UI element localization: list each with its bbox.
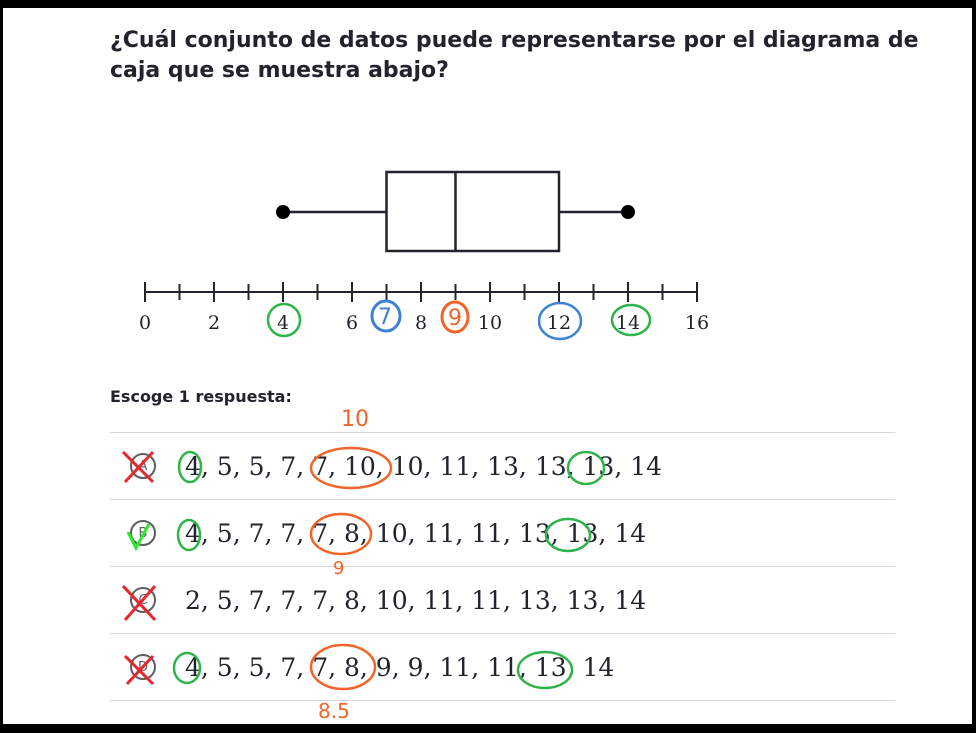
choice-a-note: 10: [341, 407, 369, 432]
choice-d[interactable]: D 4, 5, 5, 7, 7, 8, 9, 9, 11, 11, 13, 14: [110, 633, 895, 701]
tick-label: 0: [139, 312, 151, 334]
tick-label: 4: [277, 312, 289, 334]
box-plot-chart: 0 2 4 6 8 10 12 14 16: [139, 170, 709, 334]
choice-b[interactable]: B 4, 5, 7, 7, 7, 8, 10, 11, 11, 13, 13, …: [110, 499, 895, 566]
tick-label: 8: [415, 312, 427, 334]
min-point: [276, 205, 290, 219]
max-point: [621, 205, 635, 219]
choice-a[interactable]: A 4, 5, 5, 7, 7, 10, 10, 11, 13, 13, 13,…: [110, 432, 895, 499]
exercise-page: ¿Cuál conjunto de datos puede representa…: [3, 8, 972, 724]
tick-label: 16: [685, 312, 709, 334]
choice-a-radio[interactable]: A: [130, 453, 156, 479]
answer-choices: A 4, 5, 5, 7, 7, 10, 10, 11, 13, 13, 13,…: [110, 432, 895, 701]
choice-b-text: 4, 5, 7, 7, 7, 8, 10, 11, 11, 13, 13, 14: [185, 518, 647, 548]
choice-c[interactable]: C 2, 5, 7, 7, 7, 8, 10, 11, 11, 13, 13, …: [110, 566, 895, 633]
tick-label: 10: [478, 312, 502, 334]
choice-c-radio[interactable]: C: [130, 587, 156, 613]
choice-d-note: 8.5: [318, 699, 350, 723]
tick-label: 12: [547, 312, 571, 334]
choice-b-radio[interactable]: B: [130, 520, 156, 546]
tick-label: 2: [208, 312, 220, 334]
choice-a-text: 4, 5, 5, 7, 7, 10, 10, 11, 13, 13, 13, 1…: [185, 451, 663, 481]
tick-label: 6: [346, 312, 358, 334]
box-q1-q3: [385, 170, 561, 253]
question-text: ¿Cuál conjunto de datos puede representa…: [110, 28, 919, 83]
choice-c-text: 2, 5, 7, 7, 7, 8, 10, 11, 11, 13, 13, 14: [185, 585, 647, 615]
choice-d-text: 4, 5, 5, 7, 7, 8, 9, 9, 11, 11, 13, 14: [185, 652, 615, 682]
choice-d-radio[interactable]: D: [130, 654, 156, 680]
tick-label: 14: [616, 312, 640, 334]
answer-prompt: Escoge 1 respuesta:: [110, 387, 292, 406]
